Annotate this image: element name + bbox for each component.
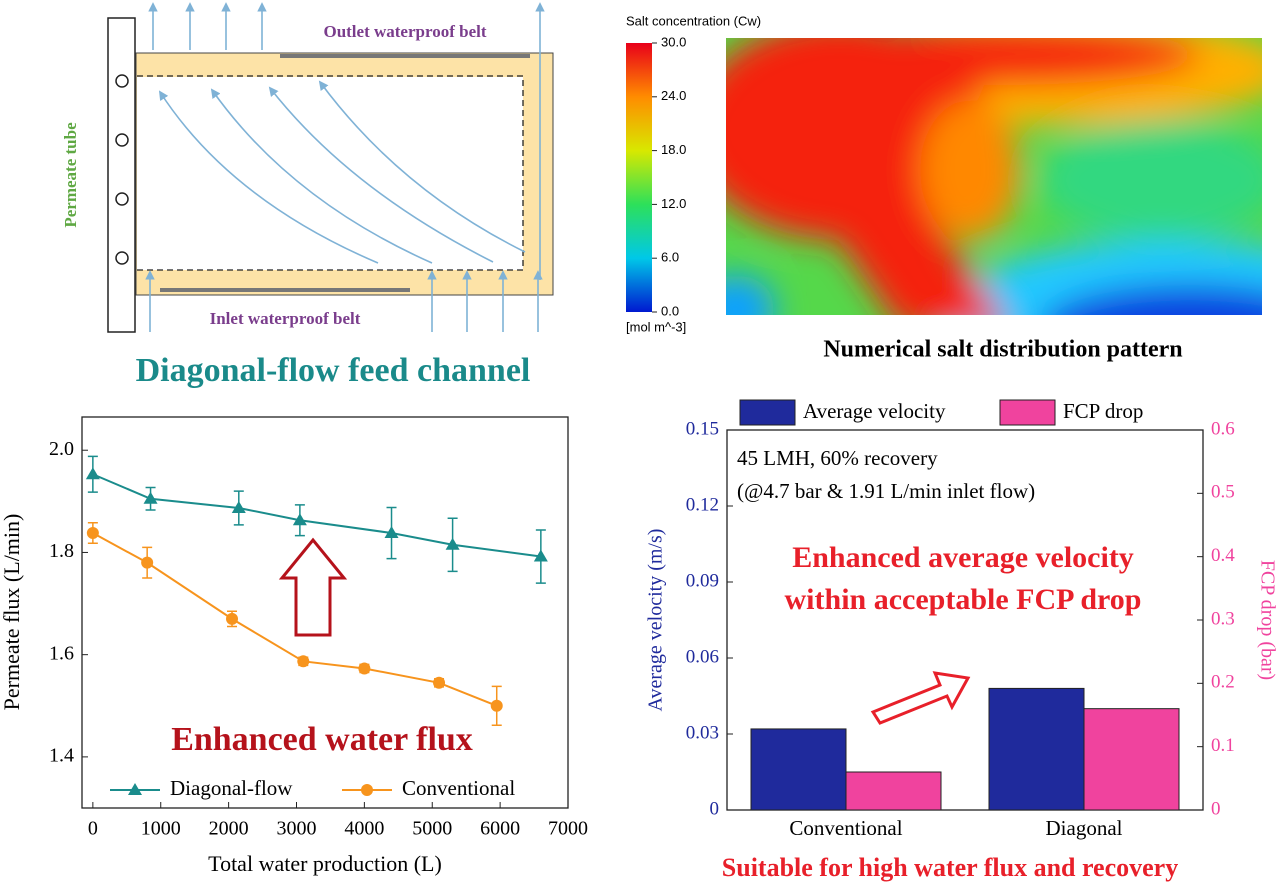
colorbar-title: Salt concentration (Cw) (626, 13, 761, 28)
colorbar-unit: [mol m^-3] (626, 319, 686, 334)
y2-tick-label: 0.6 (1211, 418, 1235, 439)
diagram: Outlet waterproof belt Inlet waterproof … (61, 2, 554, 389)
inlet-label: Inlet waterproof belt (210, 309, 361, 328)
permeate-tube (107, 17, 136, 333)
marker (533, 549, 548, 562)
legend-label: Diagonal-flow (170, 776, 293, 800)
colorbar-tick-label: 6.0 (661, 250, 679, 265)
bar (988, 687, 1085, 811)
colorbar-tick-label: 24.0 (661, 88, 686, 103)
marker (141, 556, 154, 569)
marker (85, 467, 100, 480)
tube-label: Permeate tube (61, 122, 80, 228)
marker (490, 699, 503, 712)
y-axis-label: Average velocity (m/s) (645, 529, 667, 712)
marker (292, 513, 307, 526)
marker (297, 655, 310, 668)
bar (845, 771, 942, 811)
bar (1083, 708, 1180, 811)
note: (@4.7 bar & 1.91 L/min inlet flow) (737, 479, 1035, 503)
x-axis-label: Total water production (L) (208, 851, 442, 876)
y2-tick-label: 0.2 (1211, 672, 1235, 693)
salt-field (726, 38, 1262, 315)
y-tick-label: 0.12 (686, 494, 719, 515)
x-tick-label: 3000 (276, 818, 316, 840)
inlet-belt (160, 288, 410, 292)
dashed-border (137, 75, 524, 271)
colorbar-tick-label: 12.0 (661, 196, 686, 211)
y2-tick-label: 0.3 (1211, 608, 1235, 629)
legend-marker (361, 784, 373, 796)
y2-tick-label: 0.1 (1211, 735, 1235, 756)
heatmap: Salt concentration (Cw) [mol m^-3] Numer… (626, 13, 1262, 363)
y2-tick-label: 0.5 (1211, 482, 1235, 503)
highlight: Enhanced average velocity (792, 541, 1134, 574)
note: 45 LMH, 60% recovery (737, 446, 938, 470)
legend-label: Conventional (402, 776, 515, 800)
heatmap-caption: Numerical salt distribution pattern (823, 337, 1182, 363)
highlight: within acceptable FCP drop (785, 583, 1142, 616)
channel-inner (137, 77, 523, 270)
y-tick-label: 0.06 (686, 646, 719, 667)
x-tick-label: 5000 (412, 818, 452, 840)
y-tick-label: 1.6 (49, 642, 74, 664)
y-tick-label: 1.8 (49, 540, 74, 562)
marker (86, 527, 99, 540)
legend-swatch (739, 399, 796, 426)
x-tick-label: Diagonal (1046, 816, 1123, 840)
marker (143, 491, 158, 504)
legend-label: FCP drop (1063, 399, 1143, 423)
y2-tick-label: 0.4 (1211, 545, 1235, 566)
colorbar-tick-label: 0.0 (661, 303, 679, 318)
colorbar-tick-label: 18.0 (661, 142, 686, 157)
dynamic: 30.0 24.0 18.0 12.0 6.0 0.0 0 1000 2000 3000 4000 5… (49, 34, 1235, 839)
outlet-label: Outlet waterproof belt (323, 22, 486, 41)
marker (445, 537, 460, 550)
bar (750, 728, 847, 811)
legend-label: Average velocity (803, 399, 946, 423)
y2-tick-label: 0 (1211, 798, 1221, 819)
diagram-title: Diagonal-flow feed channel (136, 352, 531, 389)
x-tick-label: 7000 (548, 818, 588, 840)
tube-holes (115, 74, 129, 265)
y2-axis-label: FCP drop (bar) (1256, 560, 1278, 680)
y-tick-label: 1.4 (49, 744, 74, 766)
x-tick-label: 1000 (141, 818, 181, 840)
marker (231, 500, 246, 513)
marker (384, 526, 399, 539)
x-tick-label: 6000 (480, 818, 520, 840)
marker (358, 662, 371, 675)
diagonal-arrow (870, 671, 971, 725)
line-plot-frame (81, 416, 569, 809)
outlet-belt (280, 54, 530, 58)
y-axis-label: Permeate flux (L/min) (0, 514, 24, 711)
y-tick-label: 2.0 (49, 438, 74, 460)
x-tick-label: 4000 (344, 818, 384, 840)
y-tick-label: 0 (710, 798, 720, 819)
up-arrow (278, 537, 348, 637)
x-tick-label: 0 (88, 818, 98, 840)
y-tick-label: 0.03 (686, 722, 719, 743)
legend-swatch (999, 399, 1056, 426)
caption: Suitable for high water flux and recover… (722, 853, 1178, 882)
x-tick-label: Conventional (789, 816, 902, 840)
marker (433, 676, 446, 689)
colorbar (626, 43, 652, 312)
y-tick-label: 0.09 (686, 570, 719, 591)
flow-arrows (145, 2, 545, 332)
marker (226, 612, 239, 625)
annotation: Enhanced water flux (171, 721, 473, 758)
legend-marker (128, 783, 142, 795)
colorbar-tick-label: 30.0 (661, 34, 686, 49)
y-tick-label: 0.15 (686, 418, 719, 439)
x-tick-label: 2000 (209, 818, 249, 840)
